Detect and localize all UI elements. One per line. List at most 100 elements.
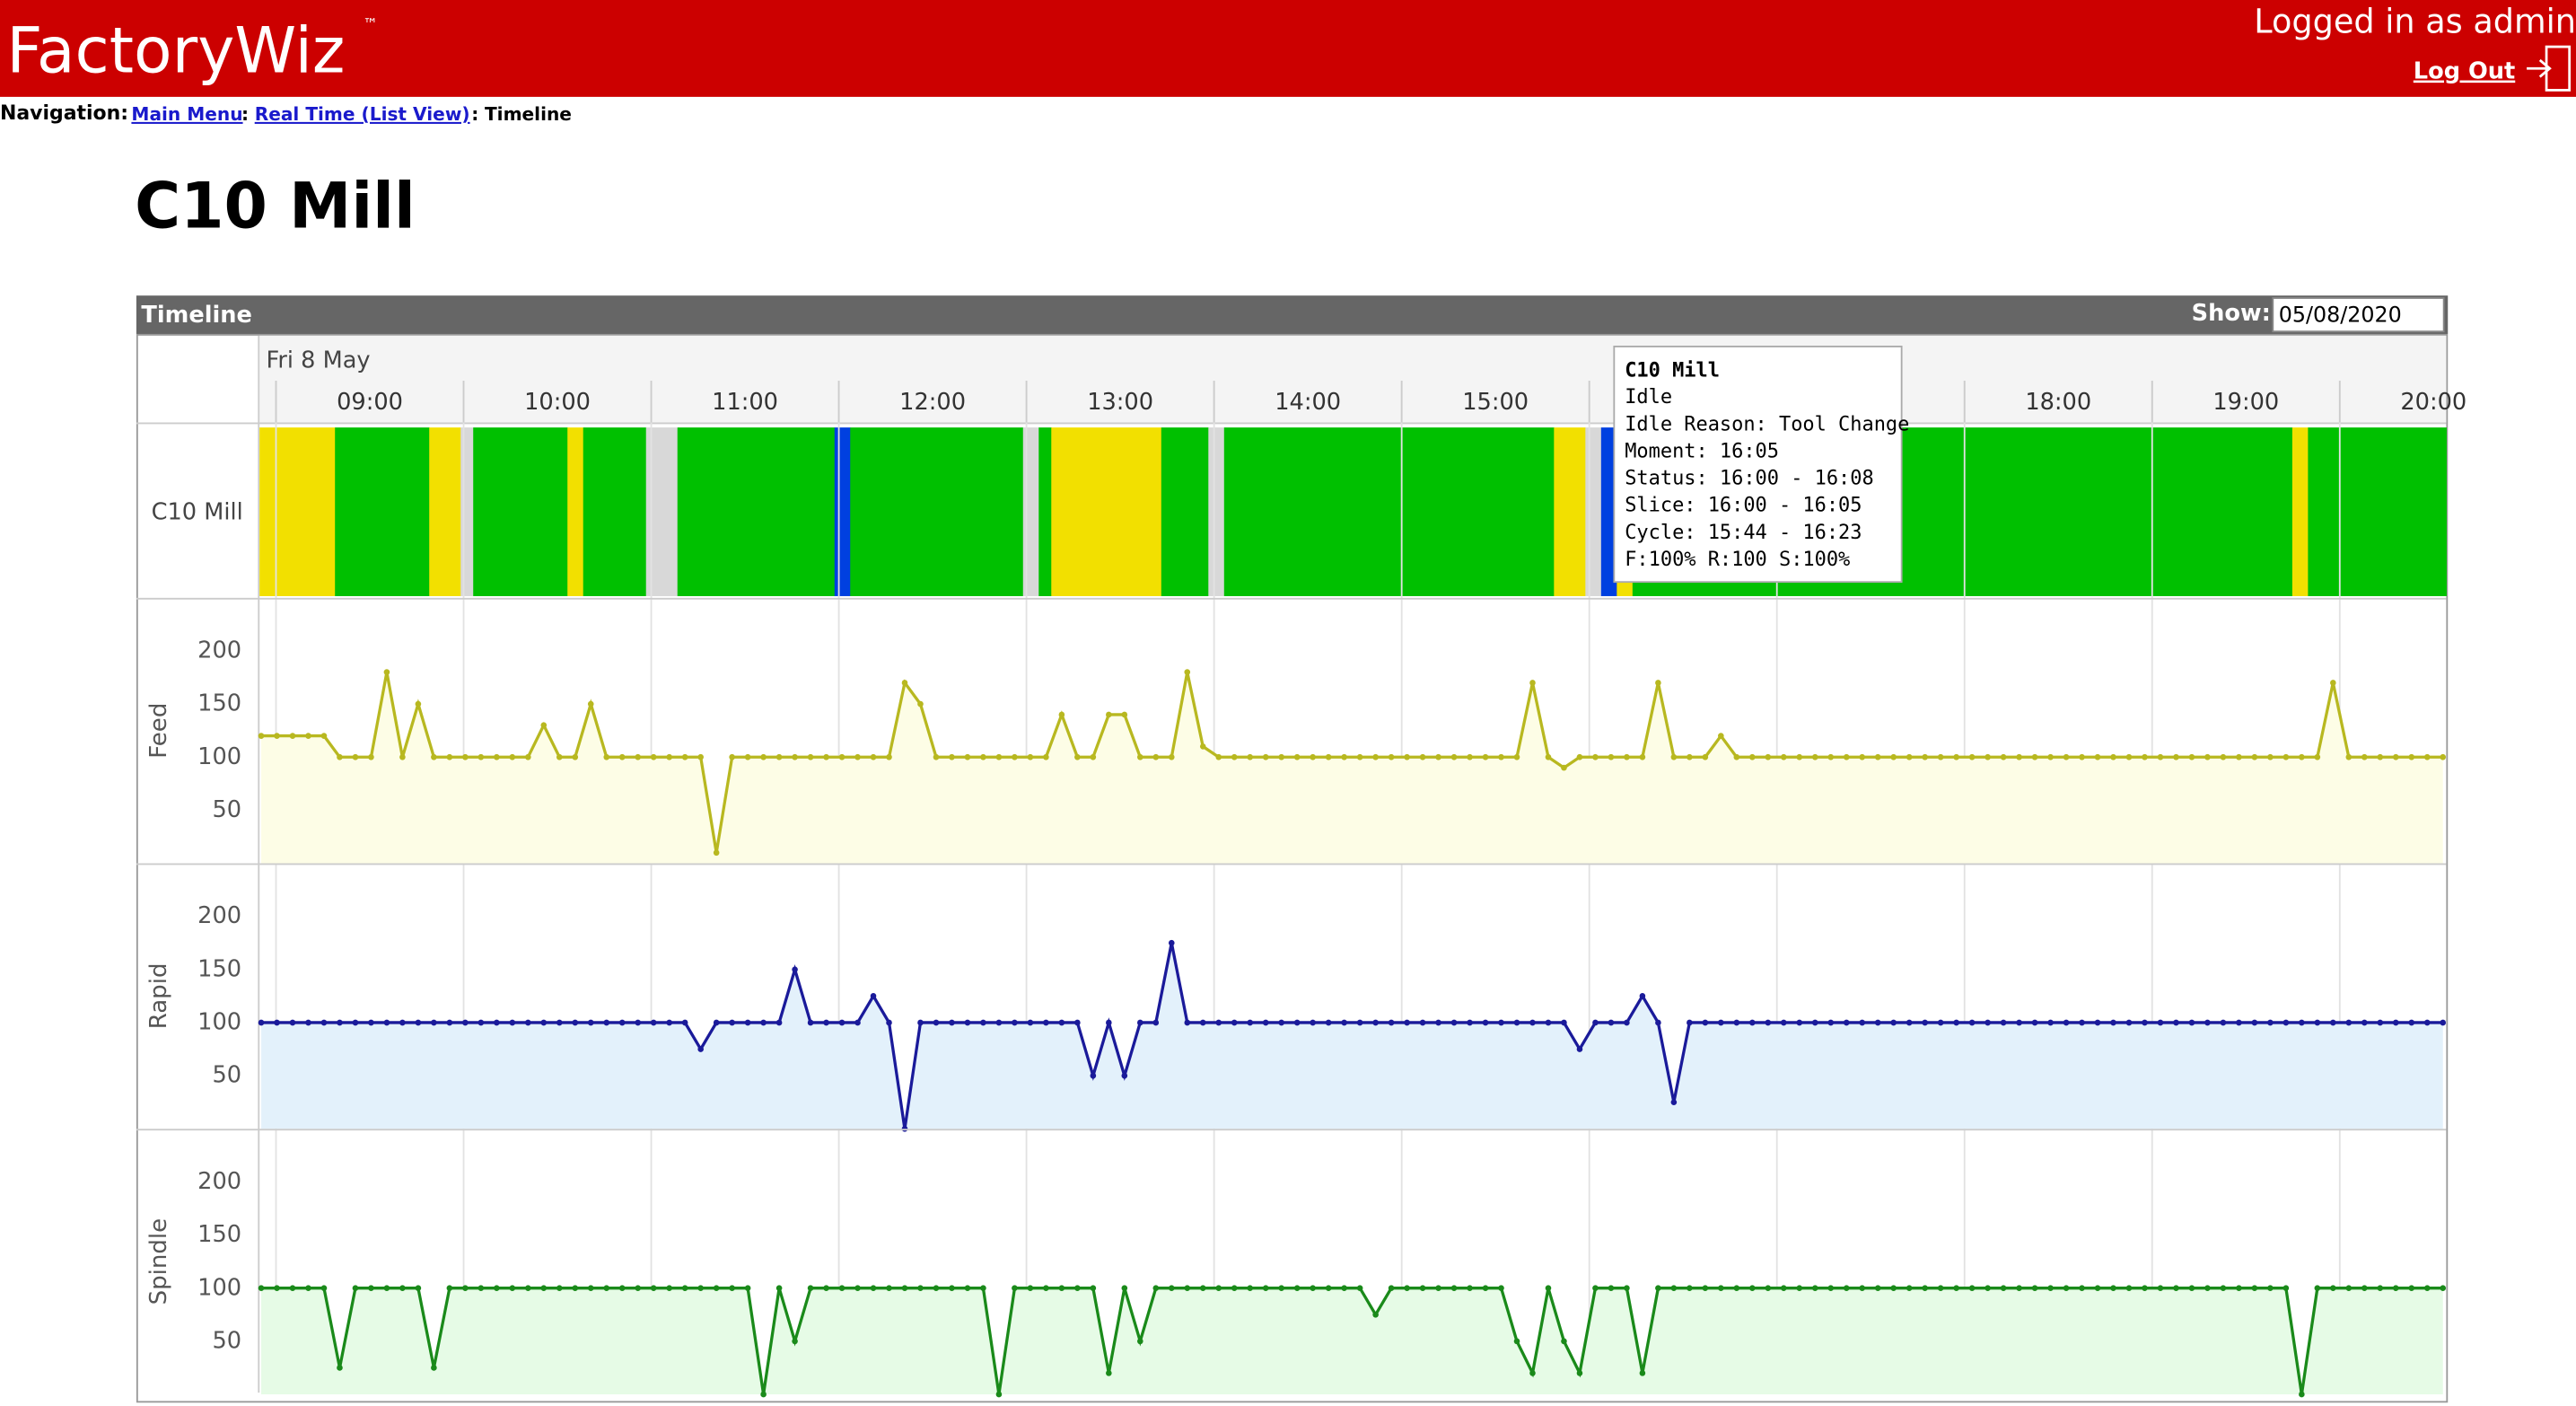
data-point <box>431 1365 437 1371</box>
nav-link[interactable]: Real Time (List View) <box>255 103 470 125</box>
data-point <box>917 1285 924 1292</box>
data-point <box>1906 753 1913 760</box>
hour-label: 13:00 <box>1087 389 1153 416</box>
data-point <box>415 1019 422 1026</box>
data-point <box>415 1285 422 1292</box>
data-point <box>368 753 374 760</box>
data-point <box>352 753 359 760</box>
nav-link[interactable]: Main Menu <box>131 103 242 125</box>
data-point <box>2330 1285 2336 1292</box>
data-point <box>2299 753 2305 760</box>
nav-current: Timeline <box>485 103 572 125</box>
show-label: Show: <box>2192 300 2271 327</box>
y-tick-label: 50 <box>212 1327 241 1354</box>
data-point <box>1890 1285 1897 1292</box>
data-point <box>1624 1019 1630 1026</box>
status-segment <box>473 427 568 596</box>
data-point <box>2110 1019 2116 1026</box>
data-point <box>1435 753 1441 760</box>
hour-label: 20:00 <box>2400 389 2466 416</box>
data-point <box>949 753 955 760</box>
data-point <box>2392 1019 2399 1026</box>
data-point <box>1467 1019 1473 1026</box>
data-point <box>1215 753 1222 760</box>
data-point <box>2236 1285 2242 1292</box>
data-point <box>603 753 610 760</box>
data-point <box>886 753 892 760</box>
data-point <box>854 1285 861 1292</box>
data-point <box>431 753 437 760</box>
data-point <box>2377 1285 2384 1292</box>
data-point <box>1985 753 1991 760</box>
data-point <box>1341 1285 1347 1292</box>
data-point <box>352 1285 359 1292</box>
data-point <box>901 680 908 686</box>
data-point <box>1215 1285 1222 1292</box>
data-point <box>1733 1285 1740 1292</box>
data-point <box>1293 1285 1301 1292</box>
data-point <box>572 753 579 760</box>
date-value[interactable]: 05/08/2020 <box>2279 302 2402 327</box>
data-point <box>1639 1369 1646 1376</box>
data-point <box>2440 753 2447 760</box>
data-point <box>1985 1285 1991 1292</box>
data-point <box>2377 1019 2384 1026</box>
data-point <box>1608 753 1615 760</box>
data-point <box>1106 711 1112 718</box>
y-axis-title: Spindle <box>145 1218 172 1305</box>
data-point <box>1702 1019 1709 1026</box>
logout-link[interactable]: Log Out <box>2414 57 2515 84</box>
data-point <box>760 1019 767 1026</box>
data-point <box>305 1285 311 1292</box>
data-point <box>697 1046 704 1052</box>
logout-icon[interactable] <box>2527 45 2572 92</box>
data-point <box>1749 753 1756 760</box>
status-segment <box>1585 427 1602 596</box>
data-point <box>1968 1019 1976 1026</box>
data-point <box>1058 1285 1065 1292</box>
data-point <box>1702 1285 1709 1292</box>
data-point <box>556 1019 563 1026</box>
status-segment <box>567 427 584 596</box>
tooltip-line: Idle <box>1625 385 1672 409</box>
data-point <box>729 1019 735 1026</box>
data-point <box>1576 1369 1583 1376</box>
data-point <box>2173 753 2179 760</box>
data-point <box>1482 1019 1489 1026</box>
data-point <box>1513 1338 1520 1345</box>
data-point <box>2063 753 2070 760</box>
data-point <box>1765 753 1772 760</box>
data-point <box>870 993 877 999</box>
data-point <box>1687 753 1693 760</box>
data-point <box>494 1285 500 1292</box>
nav-separator: : <box>471 103 478 125</box>
data-point <box>2173 1285 2179 1292</box>
data-point <box>949 1285 955 1292</box>
data-point <box>1419 1019 1426 1026</box>
data-point <box>1780 1019 1787 1026</box>
data-point <box>1639 753 1646 760</box>
data-point <box>1718 1019 1724 1026</box>
data-point <box>1513 1019 1520 1026</box>
time-header <box>259 335 2447 423</box>
status-segment <box>460 427 474 596</box>
data-point <box>1278 1019 1284 1026</box>
data-point <box>415 700 422 707</box>
data-point <box>1074 1285 1081 1292</box>
data-point <box>1561 1019 1567 1026</box>
data-point <box>1310 1285 1316 1292</box>
date-input[interactable] <box>2272 297 2445 333</box>
data-point <box>2440 1019 2447 1026</box>
data-point <box>1199 1019 1206 1026</box>
data-point <box>2079 1285 2085 1292</box>
data-point <box>2188 1285 2195 1292</box>
user-label: Logged in as admin <box>2254 2 2576 40</box>
status-segment <box>2291 427 2309 596</box>
data-point <box>870 1285 877 1292</box>
status-segment <box>834 427 851 596</box>
data-point <box>1811 1285 1818 1292</box>
data-point <box>289 1285 296 1292</box>
data-point <box>1874 1019 1881 1026</box>
tooltip-line: Status: 16:00 - 16:08 <box>1625 466 1873 489</box>
data-point <box>1168 753 1175 760</box>
